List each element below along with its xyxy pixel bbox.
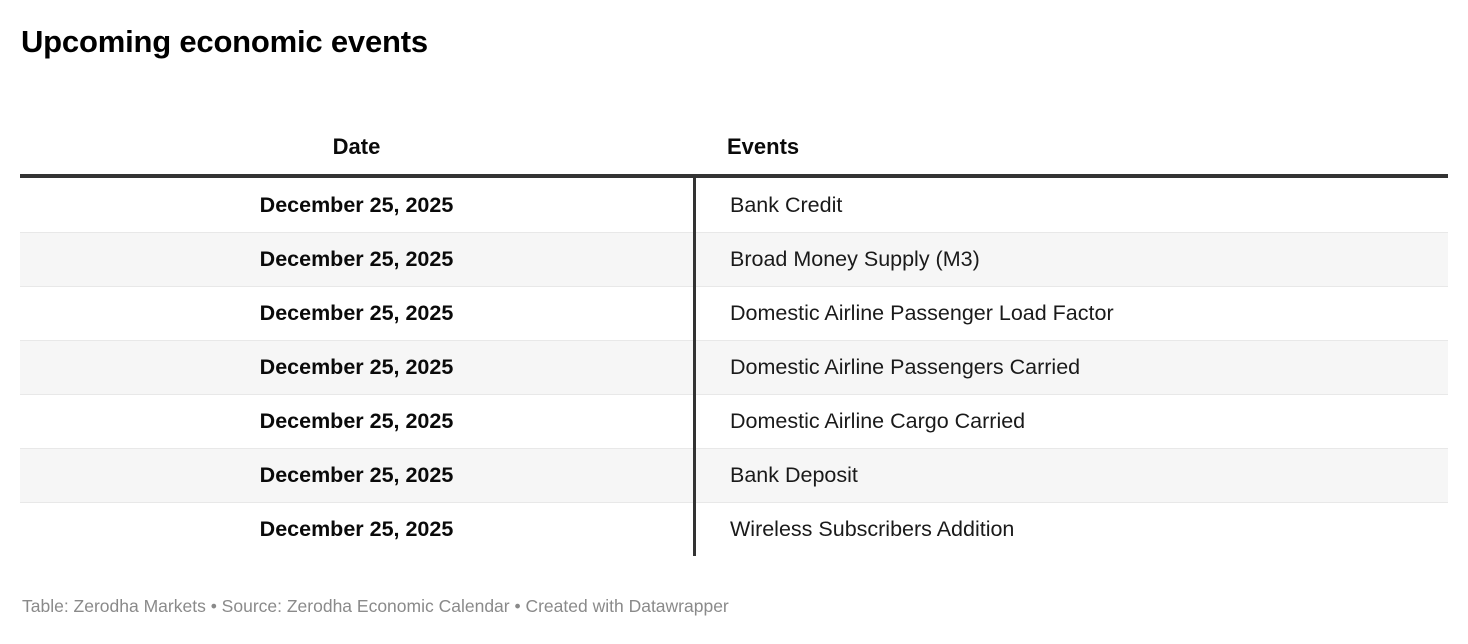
date-cell: December 25, 2025 — [259, 409, 454, 433]
table-row: December 25, 2025 Domestic Airline Passen… — [20, 286, 1448, 340]
table-row: December 25, 2025 Domestic Airline Passen… — [20, 340, 1448, 394]
event-cell: Domestic Airline Passenger Load Factor — [730, 301, 1114, 325]
event-cell: Wireless Subscribers Addition — [730, 517, 1015, 541]
table-row: December 25, 2025 Domestic Airline Cargo … — [20, 394, 1448, 448]
date-cell: December 25, 2025 — [259, 192, 454, 217]
table-row: December 25, 2025 Broad Money Supply (M3) — [20, 232, 1448, 286]
column-header-events: Events — [727, 134, 800, 159]
event-cell: Bank Deposit — [730, 463, 858, 487]
page-title: Upcoming economic events — [21, 24, 428, 59]
date-cell: December 25, 2025 — [259, 247, 454, 271]
table-row: December 25, 2025 Bank Deposit — [20, 448, 1448, 502]
event-cell: Broad Money Supply (M3) — [730, 247, 980, 271]
table-row: December 25, 2025 Bank Credit — [20, 178, 1448, 232]
table-footer-attribution: Table: Zerodha Markets • Source: Zerodha… — [22, 596, 729, 616]
table-row: December 25, 2025 Wireless Subscribers Ad… — [20, 502, 1448, 556]
date-cell: December 25, 2025 — [259, 463, 454, 487]
date-cell: December 25, 2025 — [259, 355, 454, 379]
date-cell: December 25, 2025 — [259, 517, 454, 541]
event-cell: Domestic Airline Passengers Carried — [730, 355, 1081, 379]
date-cell: December 25, 2025 — [259, 301, 454, 325]
economic-events-table: Date Events December 25, 2025 Bank Credit… — [20, 120, 1448, 556]
datawrapper-table-page: Upcoming economic events Date Events Dec… — [0, 22, 1468, 617]
event-cell: Bank Credit — [730, 192, 843, 217]
table-header-row: Date Events — [20, 120, 1448, 178]
event-cell: Domestic Airline Cargo Carried — [730, 409, 1026, 433]
column-header-date: Date — [332, 134, 381, 159]
table-body: December 25, 2025 Bank Credit December 25,… — [20, 178, 1448, 556]
